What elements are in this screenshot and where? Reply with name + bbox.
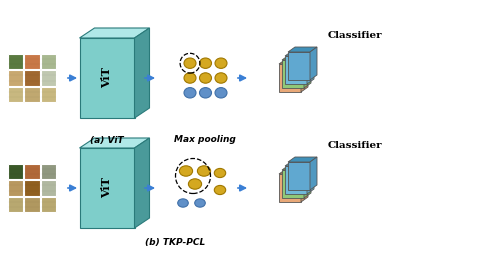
Ellipse shape <box>184 58 196 68</box>
Polygon shape <box>79 138 150 148</box>
Bar <box>24 87 40 102</box>
Polygon shape <box>310 47 317 80</box>
Polygon shape <box>301 169 308 202</box>
Ellipse shape <box>184 88 196 98</box>
Polygon shape <box>279 59 308 64</box>
Polygon shape <box>304 55 311 88</box>
Text: ViT: ViT <box>101 178 112 198</box>
Polygon shape <box>304 165 311 198</box>
Ellipse shape <box>179 166 193 176</box>
Bar <box>24 164 40 179</box>
Polygon shape <box>285 56 307 84</box>
Polygon shape <box>285 166 307 194</box>
Bar <box>24 54 40 69</box>
Bar <box>41 197 56 212</box>
Polygon shape <box>310 157 317 190</box>
Ellipse shape <box>215 88 227 98</box>
Text: Classifier: Classifier <box>328 142 382 150</box>
Ellipse shape <box>214 185 226 195</box>
Bar <box>8 70 23 86</box>
Polygon shape <box>282 170 304 198</box>
Polygon shape <box>288 162 310 190</box>
Bar <box>41 54 56 69</box>
Bar <box>8 164 23 179</box>
Ellipse shape <box>184 73 196 83</box>
Polygon shape <box>279 169 308 174</box>
Text: ViT: ViT <box>101 68 112 88</box>
Bar <box>8 54 23 69</box>
Polygon shape <box>307 161 314 194</box>
Polygon shape <box>282 55 311 60</box>
Bar <box>41 70 56 86</box>
Bar <box>41 164 56 179</box>
Polygon shape <box>79 148 134 228</box>
Polygon shape <box>282 60 304 88</box>
Ellipse shape <box>178 199 188 207</box>
Bar <box>24 197 40 212</box>
Ellipse shape <box>215 58 227 68</box>
Polygon shape <box>134 28 150 118</box>
Polygon shape <box>301 59 308 92</box>
Ellipse shape <box>214 168 226 178</box>
Ellipse shape <box>195 199 205 207</box>
Polygon shape <box>288 52 310 80</box>
Polygon shape <box>282 165 311 170</box>
Polygon shape <box>285 51 314 56</box>
Bar <box>41 180 56 196</box>
Bar <box>8 197 23 212</box>
Ellipse shape <box>197 166 211 176</box>
Text: Classifier: Classifier <box>328 31 382 41</box>
Polygon shape <box>288 157 317 162</box>
Polygon shape <box>307 51 314 84</box>
Ellipse shape <box>188 179 202 189</box>
Ellipse shape <box>199 88 211 98</box>
Polygon shape <box>79 38 134 118</box>
Ellipse shape <box>199 73 211 83</box>
Polygon shape <box>285 161 314 166</box>
Text: (b) TKP-PCL: (b) TKP-PCL <box>145 239 205 247</box>
Text: (a) ViT: (a) ViT <box>90 135 124 145</box>
Bar <box>8 180 23 196</box>
Polygon shape <box>279 64 301 92</box>
Text: Max pooling: Max pooling <box>174 135 236 145</box>
Polygon shape <box>279 174 301 202</box>
Bar <box>8 87 23 102</box>
Ellipse shape <box>215 73 227 83</box>
Polygon shape <box>134 138 150 228</box>
Polygon shape <box>288 47 317 52</box>
Bar <box>24 70 40 86</box>
Bar <box>24 180 40 196</box>
Polygon shape <box>79 28 150 38</box>
Bar <box>41 87 56 102</box>
Ellipse shape <box>199 58 211 68</box>
